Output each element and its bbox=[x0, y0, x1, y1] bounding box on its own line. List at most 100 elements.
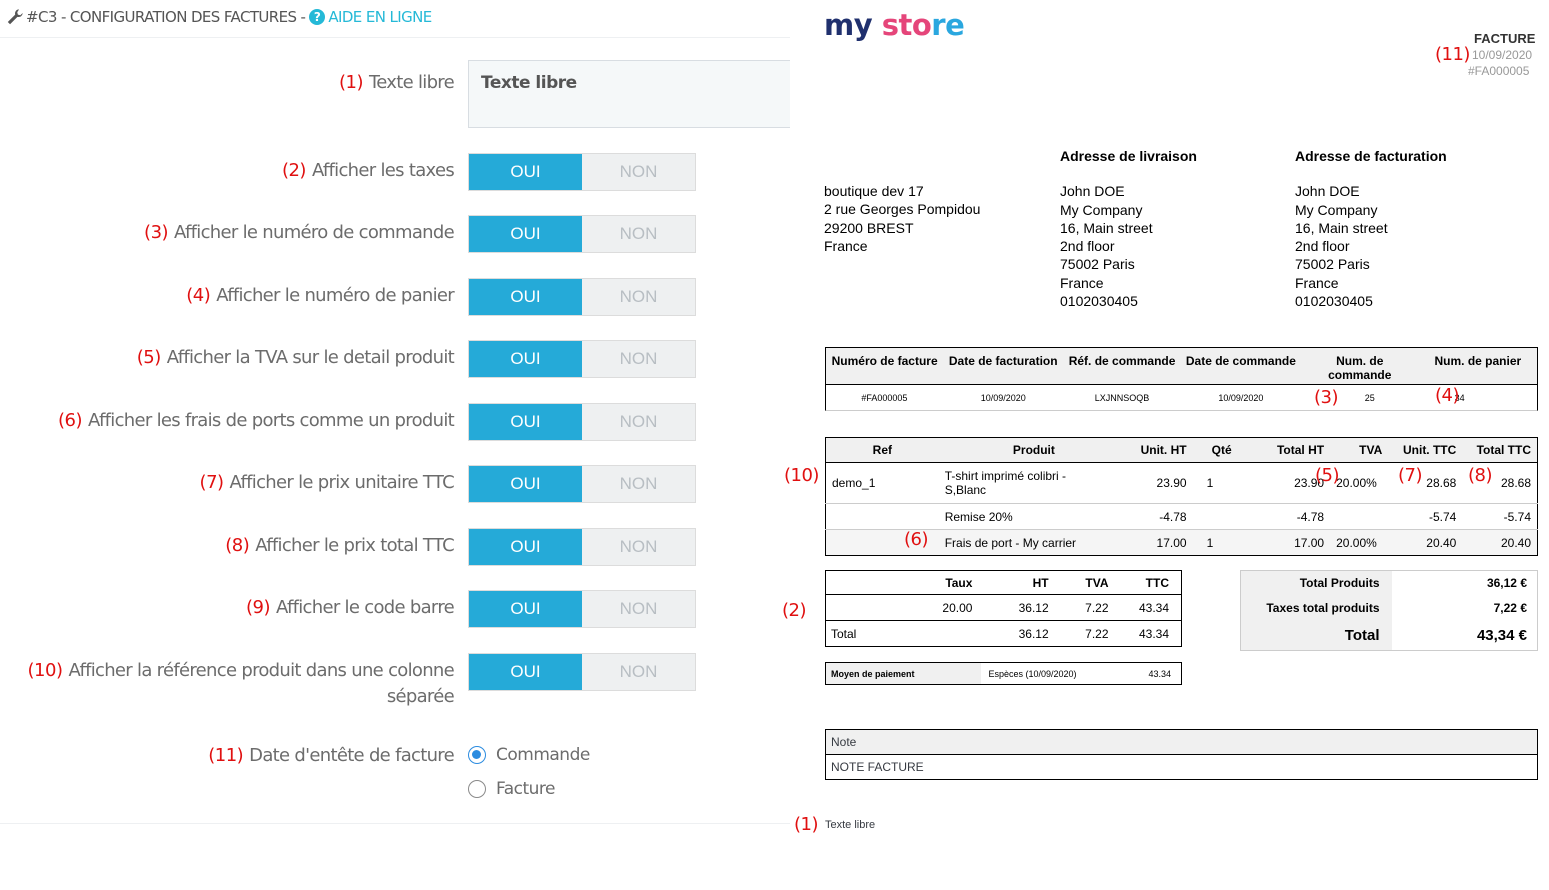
product-cell-text: 20.40 bbox=[1426, 535, 1457, 550]
switch-no[interactable]: NON bbox=[619, 162, 658, 181]
product-cell bbox=[1330, 504, 1388, 530]
switch-no[interactable]: NON bbox=[619, 224, 658, 243]
toggle-label: (7) Afficher le prix unitaire TTC bbox=[200, 470, 455, 496]
product-cell: 1 bbox=[1193, 530, 1251, 556]
product-cell-text: 23.90 bbox=[1156, 476, 1187, 490]
yes-no-switch[interactable]: OUI NON bbox=[468, 278, 696, 316]
switch-yes[interactable]: OUI bbox=[469, 529, 582, 565]
product-cell-text: 1 bbox=[1206, 476, 1214, 490]
marker-10: (10) bbox=[784, 465, 819, 486]
products-header-cell: Total TTC bbox=[1476, 443, 1531, 457]
switch-yes[interactable]: OUI bbox=[469, 216, 582, 252]
panel-title: #C3 - CONFIGURATION DES FACTURES - bbox=[26, 8, 306, 26]
address-line: John DOE bbox=[1060, 183, 1125, 200]
product-cell: Frais de port - My carrier bbox=[939, 530, 1129, 556]
radio-commande[interactable]: Commande bbox=[468, 745, 590, 765]
switch-no[interactable]: NON bbox=[619, 287, 658, 306]
product-cell-text: 17.00 bbox=[1294, 535, 1325, 550]
totals-table: Total Produits 36,12 € Taxes total produit… bbox=[1240, 570, 1538, 651]
address-line: 0102030405 bbox=[1295, 293, 1373, 310]
products-header-row: Ref Produit Unit. HT Qté Total HT TVA Unit. TT… bbox=[825, 437, 1538, 463]
summary-header-cell: Numéro de facture bbox=[831, 354, 938, 368]
tax-cell: 20.00 bbox=[942, 600, 973, 615]
panel-heading: #C3 - CONFIGURATION DES FACTURES - ? AID… bbox=[6, 5, 432, 29]
toggle-label: (6) Afficher les frais de ports comme un … bbox=[58, 408, 455, 434]
note-box: Note NOTE FACTURE bbox=[825, 729, 1538, 780]
toggle-label: (4) Afficher le numéro de panier bbox=[186, 283, 454, 309]
radio-facture[interactable]: Facture bbox=[468, 779, 556, 799]
label-text: Afficher le numéro de panier bbox=[216, 285, 454, 306]
marker-number: (2) bbox=[281, 160, 307, 181]
toggle-label: (2) Afficher les taxes bbox=[281, 158, 455, 184]
yes-no-switch[interactable]: OUI NON bbox=[468, 465, 696, 503]
tax-cell: 43.34 bbox=[1138, 626, 1169, 641]
label-text: Afficher le prix total TTC bbox=[255, 535, 454, 556]
summary-value-cell: 25 bbox=[1364, 392, 1375, 403]
radio-button[interactable] bbox=[468, 780, 486, 798]
product-cell-text: -5.74 bbox=[1428, 509, 1457, 524]
marker-number: (10) bbox=[27, 660, 63, 681]
marker-number: (5) bbox=[136, 347, 162, 368]
switch-no[interactable]: NON bbox=[619, 474, 658, 493]
yes-no-switch[interactable]: OUI NON bbox=[468, 403, 696, 441]
divider bbox=[0, 823, 790, 824]
label-text: Afficher les taxes bbox=[311, 160, 455, 181]
yes-no-switch[interactable]: OUI NON bbox=[468, 590, 696, 628]
free-text-label: (1) Texte libre bbox=[339, 70, 455, 96]
totals-label: Taxes total produits bbox=[1240, 595, 1392, 621]
invoice-title: FACTURE bbox=[1474, 31, 1536, 46]
tax-cell: 36.12 bbox=[1018, 626, 1049, 641]
product-cell-text: 20.40 bbox=[1500, 535, 1531, 550]
summary-value-row: #FA000005 10/09/2020 LXJNNSOQB 10/09/2020 25… bbox=[826, 385, 1538, 411]
switch-yes[interactable]: OUI bbox=[469, 591, 582, 627]
toggle-label: (3) Afficher le numéro de commande bbox=[144, 220, 455, 246]
switch-yes[interactable]: OUI bbox=[469, 279, 582, 315]
switch-yes[interactable]: OUI bbox=[469, 341, 582, 377]
yes-no-switch[interactable]: OUI NON bbox=[468, 153, 696, 191]
product-cell-text: 17.00 bbox=[1156, 535, 1187, 550]
free-text-textarea[interactable]: Texte libre bbox=[468, 60, 808, 128]
address-line: 0102030405 bbox=[1060, 293, 1138, 310]
address-line: France bbox=[1295, 274, 1339, 291]
switch-no[interactable]: NON bbox=[619, 537, 658, 556]
marker-4: (4) bbox=[1435, 385, 1460, 406]
switch-yes[interactable]: OUI bbox=[469, 154, 582, 190]
billing-address: Adresse de facturation John DOE My Compan… bbox=[1295, 147, 1447, 310]
marker-11: (11) bbox=[1435, 44, 1470, 65]
products-header-cell: Produit bbox=[1012, 443, 1055, 457]
address-line: 16, Main street bbox=[1060, 219, 1153, 236]
address-line: 16, Main street bbox=[1295, 219, 1388, 236]
switch-yes[interactable]: OUI bbox=[469, 654, 582, 690]
switch-yes[interactable]: OUI bbox=[469, 404, 582, 440]
product-cell: 28.68 bbox=[1388, 463, 1462, 504]
tax-row: Total 36.12 7.22 43.34 bbox=[825, 620, 1182, 647]
tax-cell: 43.34 bbox=[1138, 600, 1169, 615]
invoice-date: 10/09/2020 bbox=[1472, 48, 1533, 62]
switch-no[interactable]: NON bbox=[619, 599, 658, 618]
label-text: Afficher le numéro de commande bbox=[174, 222, 455, 243]
tax-cell: 7.22 bbox=[1085, 600, 1109, 615]
payment-amount: 43.34 bbox=[1148, 668, 1171, 679]
product-cell-text: -5.74 bbox=[1503, 509, 1531, 524]
yes-no-switch[interactable]: OUI NON bbox=[468, 340, 696, 378]
switch-no[interactable]: NON bbox=[619, 349, 658, 368]
summary-table: Numéro de facture Date de facturation Réf.… bbox=[825, 347, 1538, 411]
yes-no-switch[interactable]: OUI NON bbox=[468, 653, 696, 691]
marker-5: (5) bbox=[1315, 465, 1340, 486]
toggle-label: (9) Afficher le code barre bbox=[246, 595, 455, 621]
products-header-cell: Unit. TTC bbox=[1402, 443, 1457, 457]
yes-no-switch[interactable]: OUI NON bbox=[468, 215, 696, 253]
product-cell-text: 28.68 bbox=[1500, 476, 1531, 490]
address-line: My Company bbox=[1295, 201, 1378, 218]
switch-no[interactable]: NON bbox=[619, 662, 658, 681]
address-line: 2nd floor bbox=[1295, 238, 1350, 255]
product-cell: -4.78 bbox=[1129, 504, 1192, 530]
radio-button-checked[interactable] bbox=[468, 746, 486, 764]
tax-header-cell bbox=[825, 570, 922, 595]
switch-no[interactable]: NON bbox=[619, 412, 658, 431]
help-link[interactable]: ? AIDE EN LIGNE bbox=[309, 8, 432, 26]
yes-no-switch[interactable]: OUI NON bbox=[468, 528, 696, 566]
switch-yes[interactable]: OUI bbox=[469, 466, 582, 502]
address-line: France bbox=[824, 237, 868, 254]
totals-value: 7,22 € bbox=[1493, 601, 1527, 615]
